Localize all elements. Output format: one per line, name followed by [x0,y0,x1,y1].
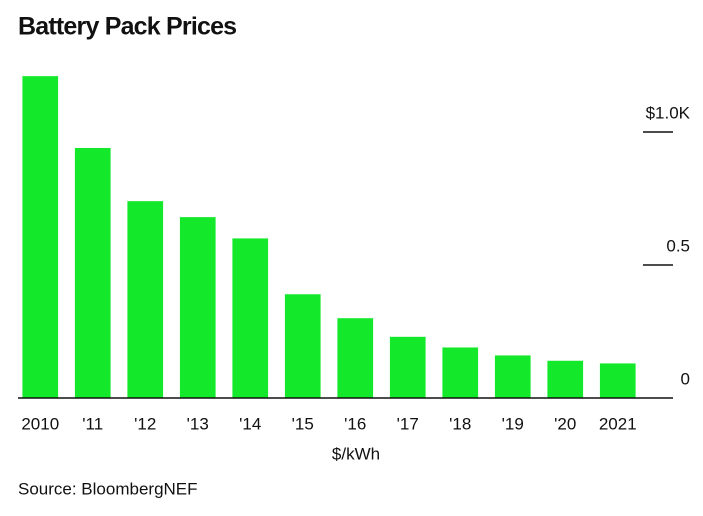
bar [179,217,216,398]
y-tick-label: $1.0K [646,103,691,122]
x-tick-label: '11 [82,414,103,433]
y-tick-label: 0 [681,369,690,388]
x-axis-label: $/kWh [332,444,380,463]
bar [599,363,636,398]
y-tick-label: 0.5 [666,236,690,255]
source: Source: BloombergNEF [18,479,198,498]
bar [232,238,269,398]
chart-title: Battery Pack Prices [18,13,236,41]
bar [337,318,374,398]
bar [547,360,584,398]
x-tick-label: 2010 [21,414,59,433]
bar [127,201,164,398]
bar [284,294,321,398]
x-tick-label: '18 [449,414,471,433]
bar [494,355,531,398]
bar [74,147,111,398]
bar [442,347,479,398]
x-tick-label: '15 [292,414,314,433]
x-tick-label: '19 [502,414,524,433]
x-tick-label: '12 [134,414,156,433]
bar [22,76,59,398]
x-tick-label: 2021 [599,414,637,433]
x-tick-label: '13 [187,414,209,433]
bar [389,336,426,398]
x-tick-label: '16 [344,414,366,433]
x-tick-label: '17 [397,414,419,433]
x-tick-label: '20 [554,414,576,433]
x-tick-label: '14 [239,414,261,433]
